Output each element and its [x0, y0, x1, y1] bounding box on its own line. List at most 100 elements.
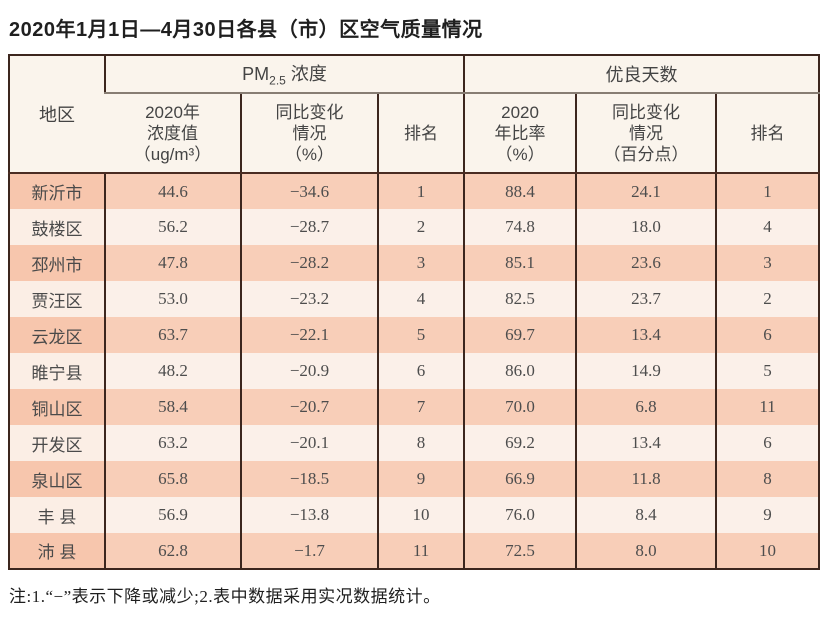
pm-rank-cell: 3 [376, 245, 465, 281]
good-rank-cell: 2 [715, 281, 820, 317]
table-row: 睢宁县 48.2 −20.9 6 86.0 14.9 5 [9, 353, 820, 389]
pm-value-cell: 53.0 [104, 281, 241, 317]
region-cell: 泉山区 [9, 461, 105, 497]
good-change-cell: 13.4 [575, 317, 717, 353]
table-row: 开发区 63.2 −20.1 8 69.2 13.4 6 [9, 425, 820, 461]
pm-value-cell: 63.7 [104, 317, 241, 353]
col-group-good-days: 优良天数 [463, 55, 820, 94]
pm-change-cell: −20.1 [240, 425, 378, 461]
good-change-cell: 8.0 [575, 533, 717, 569]
pm-change-cell: −28.7 [240, 209, 378, 245]
good-ratio-cell: 66.9 [463, 461, 577, 497]
good-rank-cell: 11 [715, 389, 820, 425]
pm-value-cell: 62.8 [104, 533, 241, 569]
good-ratio-cell: 74.8 [463, 209, 577, 245]
pm-change-cell: −20.7 [240, 389, 378, 425]
table-row: 邳州市 47.8 −28.2 3 85.1 23.6 3 [9, 245, 820, 281]
col-header-good-ratio: 2020 年比率 （%） [463, 93, 577, 174]
air-quality-table: 地区 PM2.5 浓度 优良天数 2020年 浓度值 （ug/m³） 同比变化 … [8, 54, 821, 570]
pm-value-cell: 56.2 [104, 209, 241, 245]
pm-rank-cell: 10 [376, 497, 465, 533]
good-ratio-cell: 69.2 [463, 425, 577, 461]
pm-rank-cell: 5 [376, 317, 465, 353]
pm-change-cell: −1.7 [240, 533, 378, 569]
col-header-pm-rank: 排名 [376, 93, 465, 174]
good-rank-cell: 3 [715, 245, 820, 281]
good-rank-cell: 4 [715, 209, 820, 245]
table-row: 贾汪区 53.0 −23.2 4 82.5 23.7 2 [9, 281, 820, 317]
col-header-good-change: 同比变化 情况 （百分点） [575, 93, 717, 174]
pm-change-cell: −22.1 [240, 317, 378, 353]
good-ratio-cell: 86.0 [463, 353, 577, 389]
region-cell: 开发区 [9, 425, 105, 461]
pm-change-cell: −28.2 [240, 245, 378, 281]
table-row: 云龙区 63.7 −22.1 5 69.7 13.4 6 [9, 317, 820, 353]
page-title: 2020年1月1日—4月30日各县（市）区空气质量情况 [9, 19, 483, 41]
pm-change-cell: −13.8 [240, 497, 378, 533]
good-change-cell: 11.8 [575, 461, 717, 497]
good-rank-cell: 9 [715, 497, 820, 533]
col-header-pm-value: 2020年 浓度值 （ug/m³） [105, 93, 241, 174]
good-ratio-cell: 88.4 [463, 173, 577, 209]
pm25-label-suffix: 浓度 [285, 64, 327, 85]
pm-rank-cell: 4 [376, 281, 465, 317]
region-cell: 邳州市 [9, 245, 105, 281]
good-change-cell: 13.4 [575, 425, 717, 461]
pm-change-cell: −23.2 [240, 281, 378, 317]
good-change-cell: 24.1 [575, 173, 717, 209]
region-cell: 鼓楼区 [9, 209, 105, 245]
pm-value-cell: 58.4 [104, 389, 241, 425]
pm-change-cell: −34.6 [240, 173, 378, 209]
col-header-good-rank: 排名 [715, 93, 820, 174]
pm-value-cell: 65.8 [104, 461, 241, 497]
good-change-cell: 6.8 [575, 389, 717, 425]
good-rank-cell: 6 [715, 425, 820, 461]
region-cell: 沛 县 [9, 533, 105, 569]
good-ratio-cell: 82.5 [463, 281, 577, 317]
region-cell: 云龙区 [9, 317, 105, 353]
pm-value-cell: 63.2 [104, 425, 241, 461]
pm-rank-cell: 2 [376, 209, 465, 245]
good-change-cell: 14.9 [575, 353, 717, 389]
region-cell: 丰 县 [9, 497, 105, 533]
good-ratio-cell: 69.7 [463, 317, 577, 353]
pm-rank-cell: 7 [376, 389, 465, 425]
good-ratio-cell: 70.0 [463, 389, 577, 425]
table-row: 泉山区 65.8 −18.5 9 66.9 11.8 8 [9, 461, 820, 497]
pm25-label-prefix: PM [242, 64, 270, 85]
pm25-label-subscript: 2.5 [269, 73, 286, 88]
good-ratio-cell: 85.1 [463, 245, 577, 281]
pm-change-cell: −18.5 [240, 461, 378, 497]
table-row: 铜山区 58.4 −20.7 7 70.0 6.8 11 [9, 389, 820, 425]
table-row: 丰 县 56.9 −13.8 10 76.0 8.4 9 [9, 497, 820, 533]
pm-rank-cell: 11 [376, 533, 465, 569]
good-rank-cell: 8 [715, 461, 820, 497]
region-cell: 睢宁县 [9, 353, 105, 389]
pm-rank-cell: 6 [376, 353, 465, 389]
footnote: 注:1.“−”表示下降或减少;2.表中数据采用实况数据统计。 [9, 587, 441, 606]
pm-value-cell: 44.6 [104, 173, 241, 209]
table-row: 沛 县 62.8 −1.7 11 72.5 8.0 10 [9, 533, 820, 569]
pm-rank-cell: 8 [376, 425, 465, 461]
good-rank-cell: 10 [715, 533, 820, 569]
pm-value-cell: 48.2 [104, 353, 241, 389]
region-cell: 贾汪区 [9, 281, 105, 317]
good-ratio-cell: 76.0 [463, 497, 577, 533]
good-rank-cell: 5 [715, 353, 820, 389]
good-change-cell: 8.4 [575, 497, 717, 533]
region-cell: 新沂市 [9, 173, 105, 209]
pm-value-cell: 56.9 [104, 497, 241, 533]
pm-value-cell: 47.8 [104, 245, 241, 281]
col-header-region: 地区 [9, 55, 105, 174]
region-cell: 铜山区 [9, 389, 105, 425]
good-change-cell: 23.7 [575, 281, 717, 317]
group-header-row: 地区 PM2.5 浓度 优良天数 [9, 55, 820, 174]
good-change-cell: 18.0 [575, 209, 717, 245]
table-row: 鼓楼区 56.2 −28.7 2 74.8 18.0 4 [9, 209, 820, 245]
pm-rank-cell: 9 [376, 461, 465, 497]
good-change-cell: 23.6 [575, 245, 717, 281]
good-ratio-cell: 72.5 [463, 533, 577, 569]
good-rank-cell: 1 [715, 173, 820, 209]
sub-header-row: 2020年 浓度值 （ug/m³） 同比变化 情况 （%） 排名 2020 年比… [9, 93, 820, 174]
